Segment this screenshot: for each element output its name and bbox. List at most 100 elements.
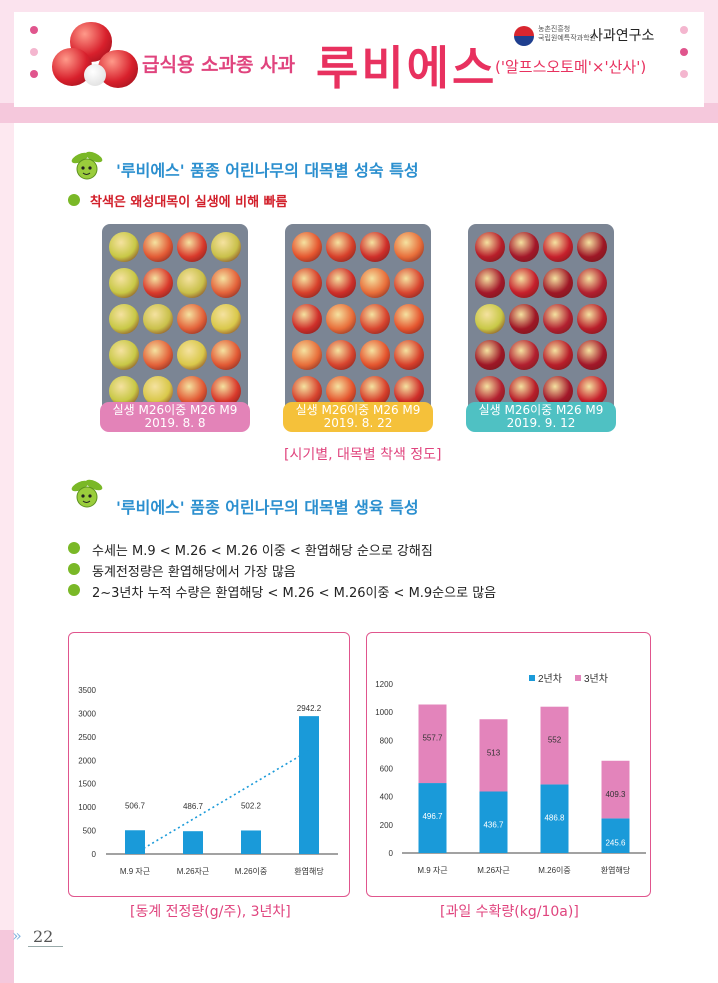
photo-caption-date: 2019. 8. 8 [144,416,206,430]
apple-fruit [474,267,505,298]
photo-caption-date: 2019. 9. 12 [506,416,576,430]
data-label: 486.8 [544,813,565,822]
data-label: 436.7 [483,820,504,829]
decor-dot [680,70,688,78]
x-tick-label: M.26이중 [538,865,571,875]
legend-swatch [575,675,581,681]
mascot-icon [71,151,103,180]
page-number: 22 [33,927,54,946]
x-tick-label: M.26이중 [235,866,268,876]
apple-fruit [508,231,539,262]
apple-fruit [177,267,208,298]
x-tick-label: M.9 자근 [417,866,447,875]
y-tick-label: 3500 [78,686,96,695]
apple-fruit [325,376,356,407]
apple-fruit [142,340,173,371]
apple-fruit [177,340,208,371]
apple-bullet-icon [68,563,80,575]
apple-fruit [325,340,356,371]
apple-fruit [394,231,425,262]
legend-label: 2년차 [538,673,562,685]
apple-fruit [394,267,425,298]
apple-fruit [474,376,505,407]
data-label: 409.3 [605,790,626,799]
photo-caption: 실생 M26이중 M26 M9 2019. 8. 22 [283,402,433,432]
apple-fruit [394,303,425,334]
apple-fruit [543,303,574,334]
legend-swatch [529,675,535,681]
data-label: 2942.2 [297,704,322,713]
y-tick-label: 2000 [78,756,96,765]
institute-logo-icon [514,26,534,46]
legend-label: 3년차 [584,673,608,685]
y-tick-label: 1000 [78,803,96,812]
apple-fruit [325,267,356,298]
bar-segment [479,791,508,853]
apple-fruit [577,303,608,334]
logo-institute: 국립원예특작과학원 [538,34,596,42]
header-title: 루비에스 [316,41,498,95]
apple-fruit [211,303,242,334]
y-tick-label: 3000 [78,709,96,718]
apple-fruit [508,376,539,407]
apple-fruit [211,231,242,262]
apple-fruit [142,303,173,334]
x-tick-label: M.9 자근 [120,867,150,876]
header-stripe [0,103,718,123]
apple-fruit [108,267,139,298]
decor-dot [30,48,38,56]
x-tick-label: 환엽해당 [294,866,324,876]
apple-fruit [543,340,574,371]
apple-fruit [508,340,539,371]
y-tick-label: 400 [380,793,394,802]
trendline [134,749,310,855]
y-tick-label: 200 [380,821,394,830]
bar-segment [601,760,630,819]
apple-fruit [577,376,608,407]
apple-fruit [142,267,173,298]
apple-fruit [474,303,505,334]
apple-fruit [508,303,539,334]
y-tick-label: 0 [92,850,97,859]
apple-photo [468,224,614,414]
apple-fruit [543,376,574,407]
apple-fruit [474,231,505,262]
photo-caption-rootstocks: 실생 M26이중 M26 M9 [112,403,238,417]
x-tick-label: M.26자근 [477,866,510,875]
apple-fruit [394,340,425,371]
apple-fruit [508,267,539,298]
decor-dot [30,26,38,34]
x-tick-label: 환엽해당 [601,865,631,875]
x-tick-label: M.26자근 [177,867,210,876]
page-arrow-icon: » [12,926,22,945]
data-label: 513 [487,748,501,757]
maturity-bullet-text: 착색은 왜성대목이 실생에 비해 빠름 [90,195,288,210]
bar-segment [601,818,630,853]
apple-bullet-icon [68,542,80,554]
chart-title-yield: [과일 수확량(kg/10a)] [440,904,579,920]
apple-fruit [577,340,608,371]
decor-dot [680,26,688,34]
figure-label-coloring: [시기별, 대목별 착색 정도] [284,447,442,463]
mascot-icon [71,479,103,508]
growth-bullet-2: 동계전정량은 환엽해당에서 가장 많음 [92,565,296,580]
bar-segment [540,706,569,785]
apple-fruit [291,303,322,334]
photo-caption: 실생 M26이중 M26 M9 2019. 8. 8 [100,402,250,432]
decor-dot [680,48,688,56]
logo-agency: 농촌진흥청 [538,25,571,33]
apple-bullet-icon [68,584,80,596]
data-label: 496.7 [422,812,443,821]
apple-fruit [360,231,391,262]
logo-research-center: 사과연구소 [590,28,655,44]
left-margin-band [0,123,14,983]
apple-fruit [142,376,173,407]
photo-caption-date: 2019. 8. 22 [323,416,393,430]
section-title-growth: '루비에스' 품종 어린나무의 대목별 생육 특성 [116,498,419,517]
apple-photo [102,224,248,414]
y-tick-label: 2500 [78,733,96,742]
y-tick-label: 1000 [375,708,393,717]
bar [183,831,203,854]
y-tick-label: 1500 [78,780,96,789]
bar [241,830,261,854]
